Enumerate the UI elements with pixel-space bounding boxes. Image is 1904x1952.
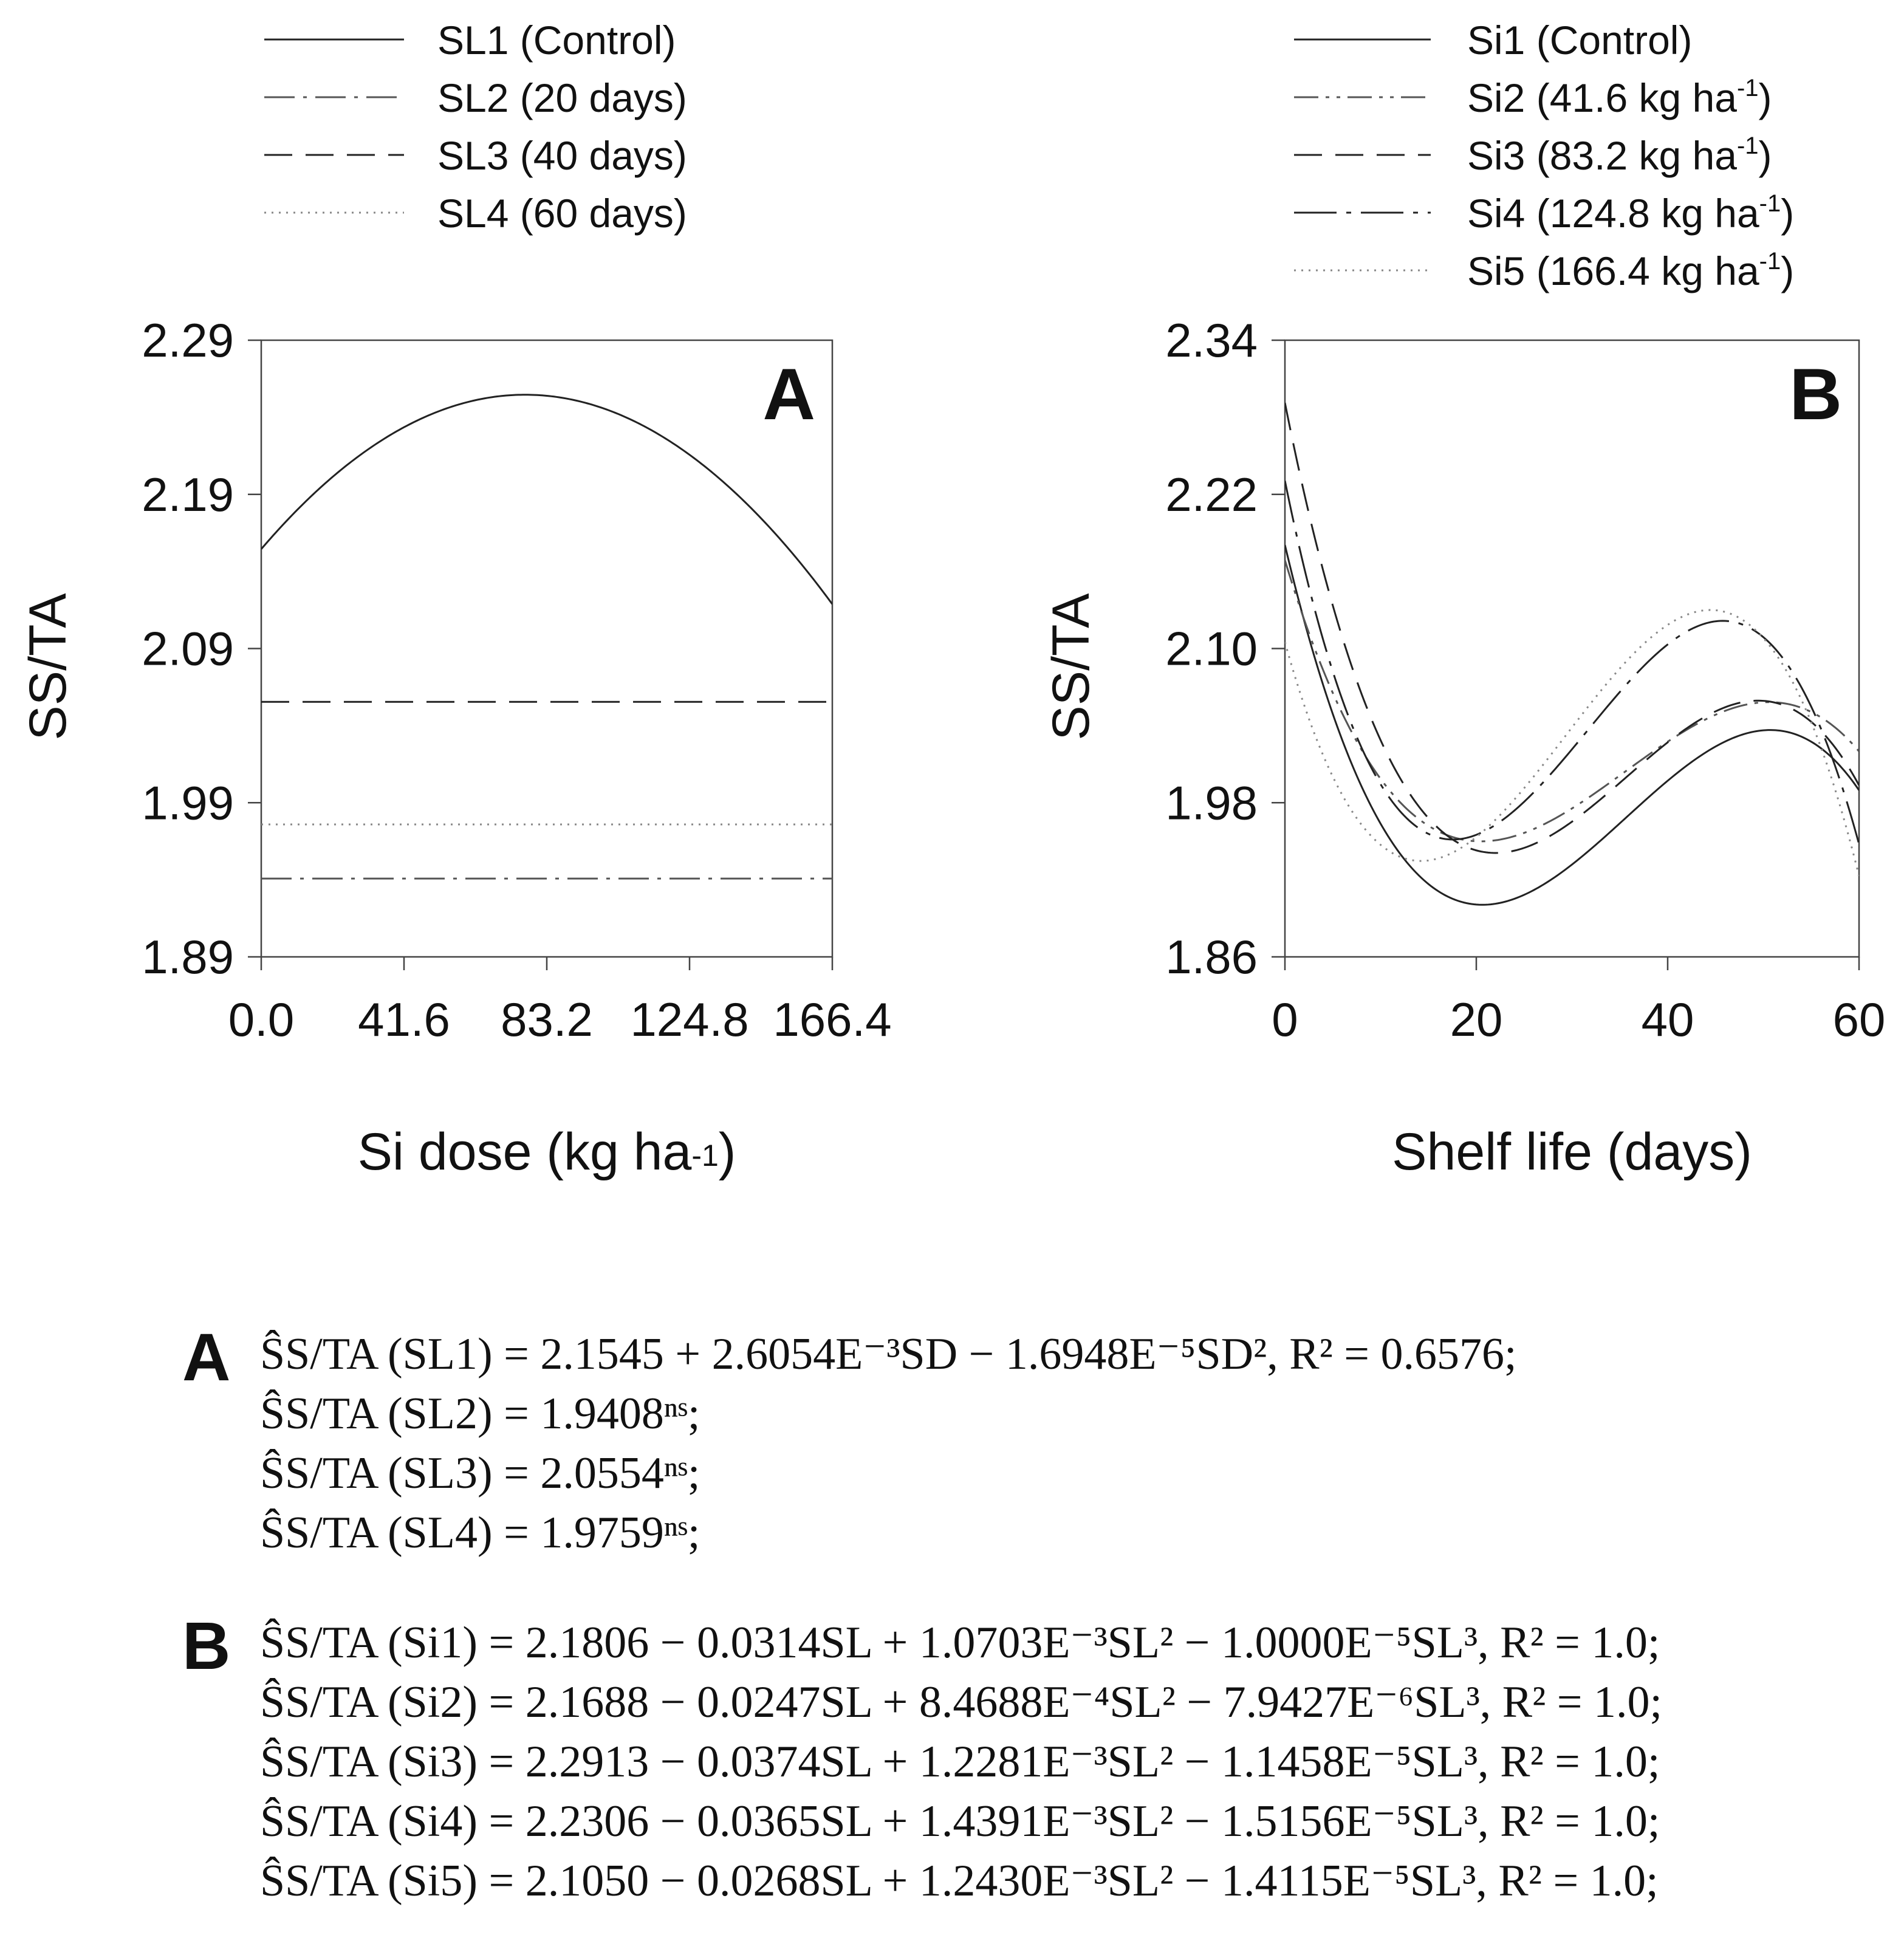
series-line-5 (1285, 609, 1859, 877)
series-line-4 (1285, 481, 1859, 845)
y-tick-label: 2.09 (142, 622, 234, 676)
legend-label-main: Si5 (166.4 kg ha (1467, 248, 1759, 293)
legend-label: SL2 (20 days) (437, 75, 687, 120)
x-tick-label: 41.6 (358, 993, 450, 1046)
x-axis-label-end: ) (719, 1123, 736, 1181)
legend-label: SL4 (60 days) (437, 191, 687, 236)
y-tick-label: 2.10 (1165, 622, 1258, 676)
x-axis-label: Si dose (kg ha-1) (358, 1123, 736, 1181)
legend-label: Si2 (41.6 kg ha-1) (1467, 75, 1772, 120)
legend-label-end: ) (1759, 75, 1772, 120)
legend-label-sup: -1 (1759, 248, 1781, 275)
y-axis-label: SS/TA (19, 593, 77, 741)
panel-label: B (1789, 354, 1842, 435)
y-tick-label: 1.89 (142, 930, 234, 984)
legend-label-sup: -1 (1759, 190, 1781, 217)
y-tick-label: 1.86 (1165, 930, 1258, 984)
legend-label-end: ) (1781, 248, 1794, 293)
legend-label-main: SL2 (20 days) (437, 75, 687, 120)
series-line-2 (1285, 560, 1859, 843)
legend-label-main: SL1 (Control) (437, 18, 676, 63)
y-axis-label: SS/TA (1042, 593, 1100, 741)
legend-label-end: ) (1759, 133, 1772, 178)
legend-label: Si5 (166.4 kg ha-1) (1467, 248, 1794, 293)
series-line-1 (261, 394, 832, 605)
x-tick-label: 0 (1272, 993, 1298, 1046)
y-tick-label: 2.19 (142, 468, 234, 521)
panel-a-chart: 1.89 1.99 2.09 2.19 2.29 0.0 41.6 83.2 124.8 166.… (19, 18, 892, 1181)
x-tick-label: 124.8 (630, 993, 748, 1046)
legend-label-main: SL3 (40 days) (437, 133, 687, 178)
x-tick-label: 40 (1642, 993, 1694, 1046)
plot-frame (260, 339, 834, 958)
panel-label: A (762, 354, 815, 435)
series-line-1 (1285, 544, 1859, 906)
x-axis-label: Shelf life (days) (1392, 1123, 1752, 1181)
legend-label: Si4 (124.8 kg ha-1) (1467, 190, 1794, 236)
y-tick-label: 2.34 (1165, 313, 1258, 367)
legend-label-main: Si2 (41.6 kg ha (1467, 75, 1737, 120)
legend-label: SL3 (40 days) (437, 133, 687, 178)
y-tick-label: 2.22 (1165, 468, 1258, 521)
panel-b-chart: 1.86 1.98 2.10 2.22 2.34 0 20 40 60 B SS/TA Shelf l… (1042, 18, 1885, 1181)
legend-label: Si3 (83.2 kg ha-1) (1467, 132, 1772, 178)
legend-label-main: Si3 (83.2 kg ha (1467, 133, 1737, 178)
x-tick-label: 166.4 (773, 993, 891, 1046)
y-tick-label: 1.98 (1165, 776, 1258, 829)
legend-label-main: SL4 (60 days) (437, 191, 687, 236)
legend-label-main: Si1 (Control) (1467, 18, 1692, 63)
legend-label: Si1 (Control) (1467, 18, 1692, 63)
series-line-3 (1285, 402, 1859, 854)
x-tick-label: 20 (1450, 993, 1503, 1046)
x-axis-label-sup: -1 (691, 1139, 718, 1173)
legend-label-end: ) (1781, 191, 1794, 236)
y-tick-label: 2.29 (142, 313, 234, 367)
legend-label: SL1 (Control) (437, 18, 676, 63)
x-tick-label: 0.0 (228, 993, 294, 1046)
legend-label-main: Si4 (124.8 kg ha (1467, 191, 1759, 236)
x-axis-label-main: Si dose (kg ha (358, 1123, 692, 1181)
x-tick-label: 60 (1833, 993, 1886, 1046)
legend-label-sup: -1 (1737, 75, 1759, 101)
y-tick-label: 1.99 (142, 776, 234, 829)
legend-label-sup: -1 (1737, 132, 1759, 159)
x-tick-label: 83.2 (501, 993, 593, 1046)
